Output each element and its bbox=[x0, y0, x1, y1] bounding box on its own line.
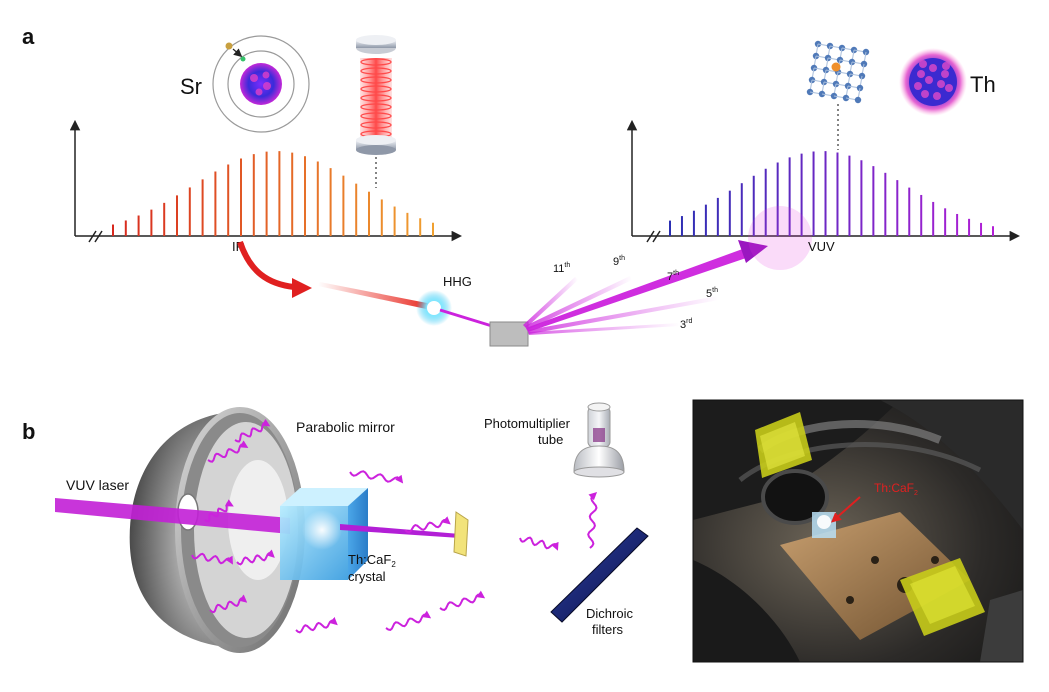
photon-wave bbox=[295, 616, 338, 634]
harmonic-5-label: 5th bbox=[706, 287, 718, 300]
th-nucleon bbox=[925, 76, 933, 84]
sr-atom-icon bbox=[212, 35, 310, 133]
lattice-fringe bbox=[360, 94, 392, 102]
harmonic-7-label: 7th bbox=[667, 270, 679, 283]
panel-b-label: b bbox=[22, 419, 35, 444]
photon-wave bbox=[404, 516, 451, 534]
ir-comb-teeth bbox=[112, 151, 434, 236]
sr-label: Sr bbox=[180, 74, 202, 99]
harmonic-11-label: 11th bbox=[553, 262, 570, 275]
th-nucleon bbox=[941, 70, 949, 78]
photo-label: Th:CaF2 bbox=[874, 481, 918, 497]
photon-wave bbox=[209, 594, 248, 614]
lattice-fringe bbox=[360, 112, 392, 120]
crystal-label-line2: crystal bbox=[348, 569, 386, 584]
photon-wave bbox=[204, 499, 234, 523]
seventh-harmonic-arrowhead bbox=[738, 240, 768, 263]
vuv-laser-beam bbox=[55, 498, 290, 534]
hhg-label: HHG bbox=[443, 274, 472, 289]
photon-wave bbox=[519, 536, 559, 551]
photon-wave bbox=[207, 440, 249, 463]
th-label: Th bbox=[970, 72, 996, 97]
parabolic-mirror-label: Parabolic mirror bbox=[296, 419, 395, 435]
th-nucleon bbox=[933, 92, 941, 100]
th-nucleon bbox=[929, 64, 937, 72]
lattice-fringe bbox=[360, 103, 392, 111]
th-caf2-crystal-icon bbox=[280, 488, 368, 580]
photon-wave bbox=[191, 552, 233, 565]
lattice-fringe bbox=[360, 58, 392, 66]
th-nucleon bbox=[937, 80, 945, 88]
photon-wave bbox=[236, 549, 275, 566]
dichroic-filter-icon bbox=[550, 527, 649, 623]
lattice-fringe bbox=[360, 67, 392, 75]
vuv-label: VUV bbox=[808, 239, 835, 254]
photon-wave bbox=[587, 492, 598, 549]
apparatus-photo bbox=[693, 400, 1023, 662]
harmonic-3-label: 3rd bbox=[680, 318, 692, 331]
hhg-to-grating-beam bbox=[439, 308, 493, 328]
hhg-core bbox=[427, 301, 441, 315]
vuv-comb-teeth bbox=[669, 151, 994, 236]
emitted-photons bbox=[191, 418, 598, 634]
harmonic-9-label: 9th bbox=[613, 255, 625, 268]
lattice-atom bbox=[854, 96, 862, 104]
dichroic-label-line2: filters bbox=[592, 622, 624, 637]
ir-curved-arrowhead bbox=[292, 278, 312, 298]
ir-beam bbox=[318, 282, 432, 310]
optical-lattice-icon bbox=[356, 35, 396, 188]
th-nucleus-icon bbox=[899, 48, 967, 116]
th-nucleon bbox=[942, 62, 950, 70]
photomultiplier-tube-icon bbox=[573, 402, 625, 478]
parabolic-mirror-icon bbox=[129, 407, 305, 653]
dopant-atom bbox=[831, 62, 841, 72]
th-nucleon bbox=[921, 90, 929, 98]
pmt-label-line1: Photomultiplier bbox=[484, 416, 571, 431]
photon-wave bbox=[349, 470, 404, 484]
lattice-fringe bbox=[360, 76, 392, 84]
dichroic-label-line1: Dichroic bbox=[586, 606, 633, 621]
th-nucleon bbox=[945, 84, 953, 92]
pmt-label-line2: tube bbox=[538, 432, 563, 447]
panel-a-label: a bbox=[22, 24, 35, 49]
crystal-exit-beam bbox=[340, 524, 460, 538]
photon-wave bbox=[439, 590, 486, 611]
vuv-laser-label: VUV laser bbox=[66, 477, 129, 493]
harmonic-beams bbox=[523, 247, 752, 335]
lattice-fringe bbox=[360, 121, 392, 129]
grating-block bbox=[489, 321, 529, 347]
vuv-glow bbox=[748, 206, 812, 270]
photo-frame bbox=[692, 399, 1024, 663]
photon-wave bbox=[385, 610, 432, 631]
crystal-label-line1: Th:CaF2 bbox=[348, 552, 396, 569]
th-nucleon bbox=[919, 60, 927, 68]
th-nucleon bbox=[914, 82, 922, 90]
caf2-lattice-icon bbox=[806, 40, 870, 104]
lattice-fringe bbox=[360, 85, 392, 93]
ir-curved-arrow bbox=[237, 241, 295, 290]
yellow-plate-icon bbox=[453, 511, 469, 557]
th-nucleon bbox=[917, 70, 925, 78]
photon-wave bbox=[234, 418, 271, 443]
